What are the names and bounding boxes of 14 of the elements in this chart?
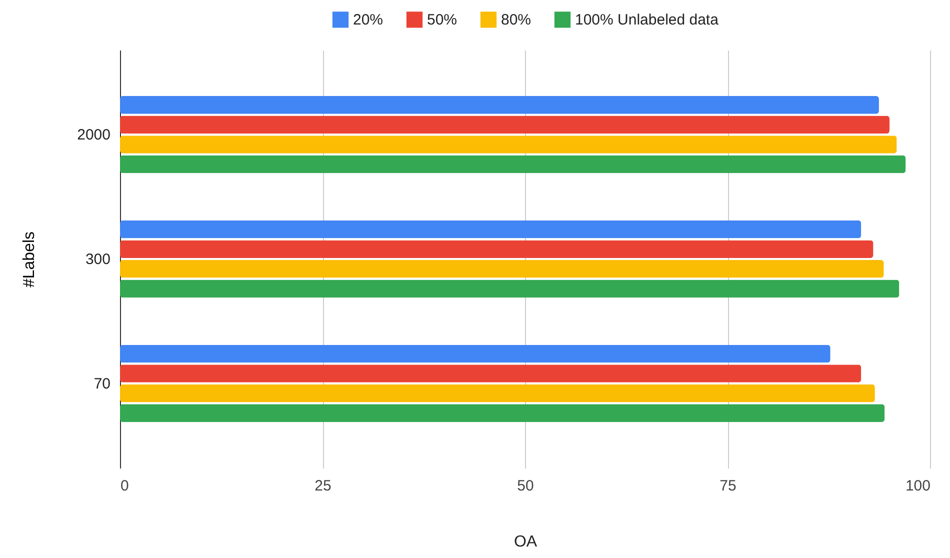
legend-label: 80% (501, 12, 532, 29)
x-tick-label: 50 (517, 478, 534, 494)
y-tick-label: 70 (94, 375, 110, 392)
legend-label: 100% Unlabeled data (575, 12, 720, 29)
y-tick-label: 2000 (77, 126, 110, 144)
x-tick-label: 25 (314, 478, 332, 494)
x-tick-label: 100 (905, 478, 930, 494)
x-tick-label: 0 (120, 478, 129, 494)
y-axis-title: #Labels (21, 231, 38, 288)
legend-label: 50% (427, 12, 458, 29)
y-tick-label: 300 (85, 251, 110, 268)
x-tick-label: 75 (720, 478, 736, 494)
legend-label: 20% (353, 12, 384, 29)
x-axis-title: OA (514, 534, 538, 550)
